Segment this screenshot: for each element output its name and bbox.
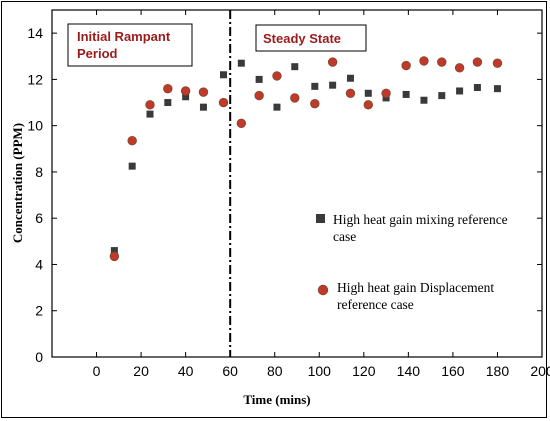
y-tick-label: 6 xyxy=(35,210,43,226)
displacement-point xyxy=(327,57,338,67)
displacement-point xyxy=(381,88,391,98)
legend-circle-marker xyxy=(317,284,329,296)
x-tick-label: 180 xyxy=(486,363,510,379)
mixing-point xyxy=(164,99,172,107)
displacement-point xyxy=(218,97,229,108)
y-tick-label: 2 xyxy=(35,303,43,319)
displacement-point xyxy=(419,56,429,66)
displacement-point xyxy=(310,98,320,109)
displacement-point xyxy=(180,86,191,96)
mixing-point xyxy=(110,247,118,255)
x-tick-label: 140 xyxy=(397,363,421,379)
y-tick-label: 4 xyxy=(35,256,43,272)
initial-period-box xyxy=(67,23,193,67)
displacement-point xyxy=(492,58,503,68)
displacement-point xyxy=(127,136,137,146)
x-tick-label: 120 xyxy=(352,363,376,379)
displacement-point xyxy=(236,118,247,129)
x-tick-label: 80 xyxy=(267,363,283,379)
x-tick-label: 40 xyxy=(178,363,194,379)
mixing-point xyxy=(473,83,481,91)
mixing-point xyxy=(402,90,410,98)
y-axis-title: Concentration (PPM) xyxy=(10,123,25,243)
x-tick-label: 20 xyxy=(133,363,149,379)
y-tick-label: 12 xyxy=(27,71,43,87)
mixing-point xyxy=(128,162,136,170)
displacement-point xyxy=(345,88,356,98)
initial-period-label: Initial Rampant xyxy=(77,29,171,44)
mixing-point xyxy=(146,110,154,118)
mixing-point xyxy=(255,75,263,83)
displacement-point xyxy=(363,100,373,110)
displacement-point xyxy=(254,90,264,101)
y-tick-label: 8 xyxy=(35,164,43,180)
axes xyxy=(51,9,543,358)
x-tick-label: 0 xyxy=(93,363,101,379)
displacement-point xyxy=(109,251,120,262)
displacement-point xyxy=(454,63,465,73)
mixing-point xyxy=(291,63,299,71)
legend-label-displacement: reference case xyxy=(337,297,414,312)
legend: High heat gain mixing reference case High … xyxy=(316,212,508,312)
steady-state-box xyxy=(255,24,367,52)
legend-label-displacement: High heat gain Displacement xyxy=(337,280,494,295)
plot-area-border xyxy=(51,9,543,358)
mixing-point xyxy=(438,92,446,100)
displacement-point xyxy=(163,83,173,94)
displacement-point xyxy=(472,57,483,67)
mixing-point xyxy=(220,71,227,79)
mixing-point xyxy=(456,87,464,95)
displacement-point xyxy=(290,93,300,103)
ticks: 0 20 40 60 80 100 120 140 160 180 200 0 2 4 6 8 10 12 14 xyxy=(27,10,550,379)
mixing-point xyxy=(237,59,245,67)
displacement-point xyxy=(437,57,447,67)
legend-label-mixing: High heat gain mixing reference xyxy=(333,212,508,227)
y-tick-label: 0 xyxy=(35,349,43,365)
mixing-point xyxy=(493,85,501,93)
y-tick-label: 14 xyxy=(27,25,43,41)
displacement-point xyxy=(272,71,282,81)
mixing-point xyxy=(329,81,337,89)
displacement-point xyxy=(145,100,155,110)
x-tick-label: 160 xyxy=(441,363,465,379)
marks xyxy=(109,56,503,262)
mixing-point xyxy=(346,74,354,82)
mixing-point xyxy=(182,93,190,101)
legend-square-marker xyxy=(316,214,325,223)
initial-period-label: Period xyxy=(77,46,118,61)
mixing-point xyxy=(420,96,428,104)
displacement-point xyxy=(198,87,209,97)
legend-label-mixing: case xyxy=(333,229,356,244)
annotations: Initial Rampant Period Steady State xyxy=(67,23,367,67)
x-tick-label: 100 xyxy=(308,363,332,379)
displacement-point xyxy=(401,60,411,71)
mixing-point xyxy=(273,103,281,111)
x-axis-title: Time (mins) xyxy=(243,392,310,407)
x-tick-label: 200 xyxy=(530,363,550,379)
y-tick-label: 10 xyxy=(27,118,43,134)
mixing-point xyxy=(311,82,319,90)
mixing-point xyxy=(199,103,207,111)
mixing-point xyxy=(364,89,372,97)
x-tick-label: 60 xyxy=(222,363,238,379)
steady-state-label: Steady State xyxy=(263,31,341,46)
